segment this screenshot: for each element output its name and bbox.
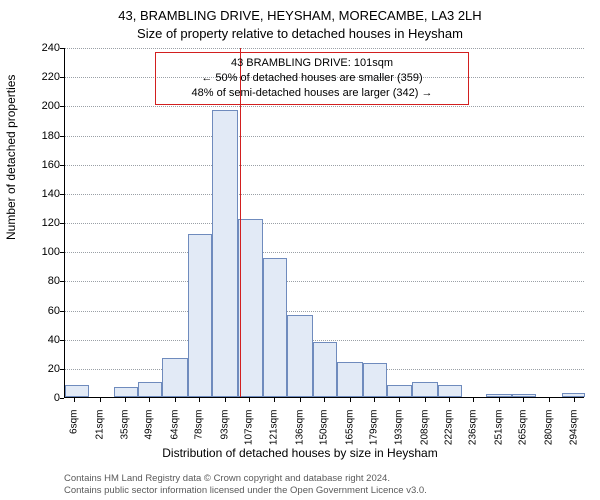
ytick-mark [60, 398, 64, 399]
xtick-mark [199, 398, 200, 402]
histogram-bar [114, 387, 138, 397]
xtick-mark [499, 398, 500, 402]
ytick-label: 220 [30, 71, 60, 83]
xtick-mark [125, 398, 126, 402]
histogram-bar [263, 258, 287, 397]
xtick-label: 179sqm [369, 410, 380, 450]
annotation-box: 43 BRAMBLING DRIVE: 101sqm ← 50% of deta… [155, 52, 469, 105]
xtick-label: 280sqm [544, 410, 555, 450]
xtick-mark [249, 398, 250, 402]
ytick-mark [60, 369, 64, 370]
xtick-mark [300, 398, 301, 402]
xtick-label: 121sqm [268, 410, 279, 450]
ytick-mark [60, 340, 64, 341]
xtick-label: 150sqm [319, 410, 330, 450]
xtick-label: 78sqm [194, 410, 205, 450]
xtick-mark [523, 398, 524, 402]
xtick-label: 136sqm [294, 410, 305, 450]
xtick-mark [274, 398, 275, 402]
xtick-mark [100, 398, 101, 402]
ytick-label: 60 [30, 305, 60, 317]
histogram-bar [287, 315, 313, 397]
ytick-mark [60, 223, 64, 224]
xtick-mark [574, 398, 575, 402]
ytick-label: 0 [30, 392, 60, 404]
xtick-mark [350, 398, 351, 402]
x-axis-label: Distribution of detached houses by size … [0, 446, 600, 460]
ytick-label: 20 [30, 363, 60, 375]
histogram-bar [363, 363, 387, 397]
histogram-bar [562, 393, 585, 397]
xtick-mark [225, 398, 226, 402]
xtick-mark [449, 398, 450, 402]
chart-title-line2: Size of property relative to detached ho… [0, 26, 600, 41]
histogram-bar [238, 219, 262, 397]
ytick-mark [60, 311, 64, 312]
ytick-label: 160 [30, 159, 60, 171]
xtick-mark [425, 398, 426, 402]
ytick-mark [60, 281, 64, 282]
xtick-label: 294sqm [568, 410, 579, 450]
xtick-label: 64sqm [169, 410, 180, 450]
histogram-bar [212, 110, 238, 397]
xtick-mark [149, 398, 150, 402]
xtick-mark [399, 398, 400, 402]
xtick-label: 107sqm [244, 410, 255, 450]
ytick-mark [60, 136, 64, 137]
histogram-bar [412, 382, 438, 397]
ytick-label: 100 [30, 246, 60, 258]
xtick-label: 208sqm [419, 410, 430, 450]
annotation-line1: 43 BRAMBLING DRIVE: 101sqm [162, 56, 462, 71]
xtick-label: 93sqm [220, 410, 231, 450]
xtick-mark [549, 398, 550, 402]
xtick-label: 21sqm [95, 410, 106, 450]
annotation-line2: ← 50% of detached houses are smaller (35… [162, 71, 462, 86]
ytick-label: 140 [30, 188, 60, 200]
ytick-mark [60, 252, 64, 253]
xtick-label: 165sqm [345, 410, 356, 450]
ytick-mark [60, 106, 64, 107]
histogram-bar [486, 394, 512, 397]
xtick-label: 6sqm [69, 410, 80, 450]
plot-area: 43 BRAMBLING DRIVE: 101sqm ← 50% of deta… [64, 48, 584, 398]
histogram-bar [65, 385, 89, 397]
chart-title-line1: 43, BRAMBLING DRIVE, HEYSHAM, MORECAMBE,… [0, 8, 600, 23]
xtick-mark [473, 398, 474, 402]
ytick-mark [60, 165, 64, 166]
ytick-mark [60, 194, 64, 195]
xtick-mark [175, 398, 176, 402]
histogram-bar [313, 342, 337, 397]
ytick-label: 80 [30, 275, 60, 287]
histogram-bar [188, 234, 212, 397]
chart-container: 43, BRAMBLING DRIVE, HEYSHAM, MORECAMBE,… [0, 0, 600, 500]
histogram-bar [337, 362, 363, 397]
xtick-label: 236sqm [468, 410, 479, 450]
xtick-label: 193sqm [393, 410, 404, 450]
footer-line1: Contains HM Land Registry data © Crown c… [64, 473, 590, 484]
histogram-bar [387, 385, 411, 397]
ytick-label: 40 [30, 334, 60, 346]
ytick-label: 200 [30, 100, 60, 112]
xtick-label: 35sqm [119, 410, 130, 450]
xtick-label: 265sqm [518, 410, 529, 450]
xtick-mark [74, 398, 75, 402]
histogram-bar [512, 394, 536, 397]
xtick-mark [374, 398, 375, 402]
xtick-label: 222sqm [443, 410, 454, 450]
ytick-mark [60, 48, 64, 49]
ytick-label: 240 [30, 42, 60, 54]
ytick-label: 120 [30, 217, 60, 229]
annotation-line3: 48% of semi-detached houses are larger (… [162, 86, 462, 101]
footer-attribution: Contains HM Land Registry data © Crown c… [64, 473, 590, 496]
ytick-label: 180 [30, 130, 60, 142]
histogram-bar [438, 385, 462, 397]
histogram-bar [138, 382, 162, 397]
ytick-mark [60, 77, 64, 78]
footer-line2: Contains public sector information licen… [64, 485, 590, 496]
y-axis-label: Number of detached properties [4, 75, 18, 240]
xtick-label: 251sqm [494, 410, 505, 450]
histogram-bar [162, 358, 188, 397]
xtick-mark [324, 398, 325, 402]
xtick-label: 49sqm [143, 410, 154, 450]
